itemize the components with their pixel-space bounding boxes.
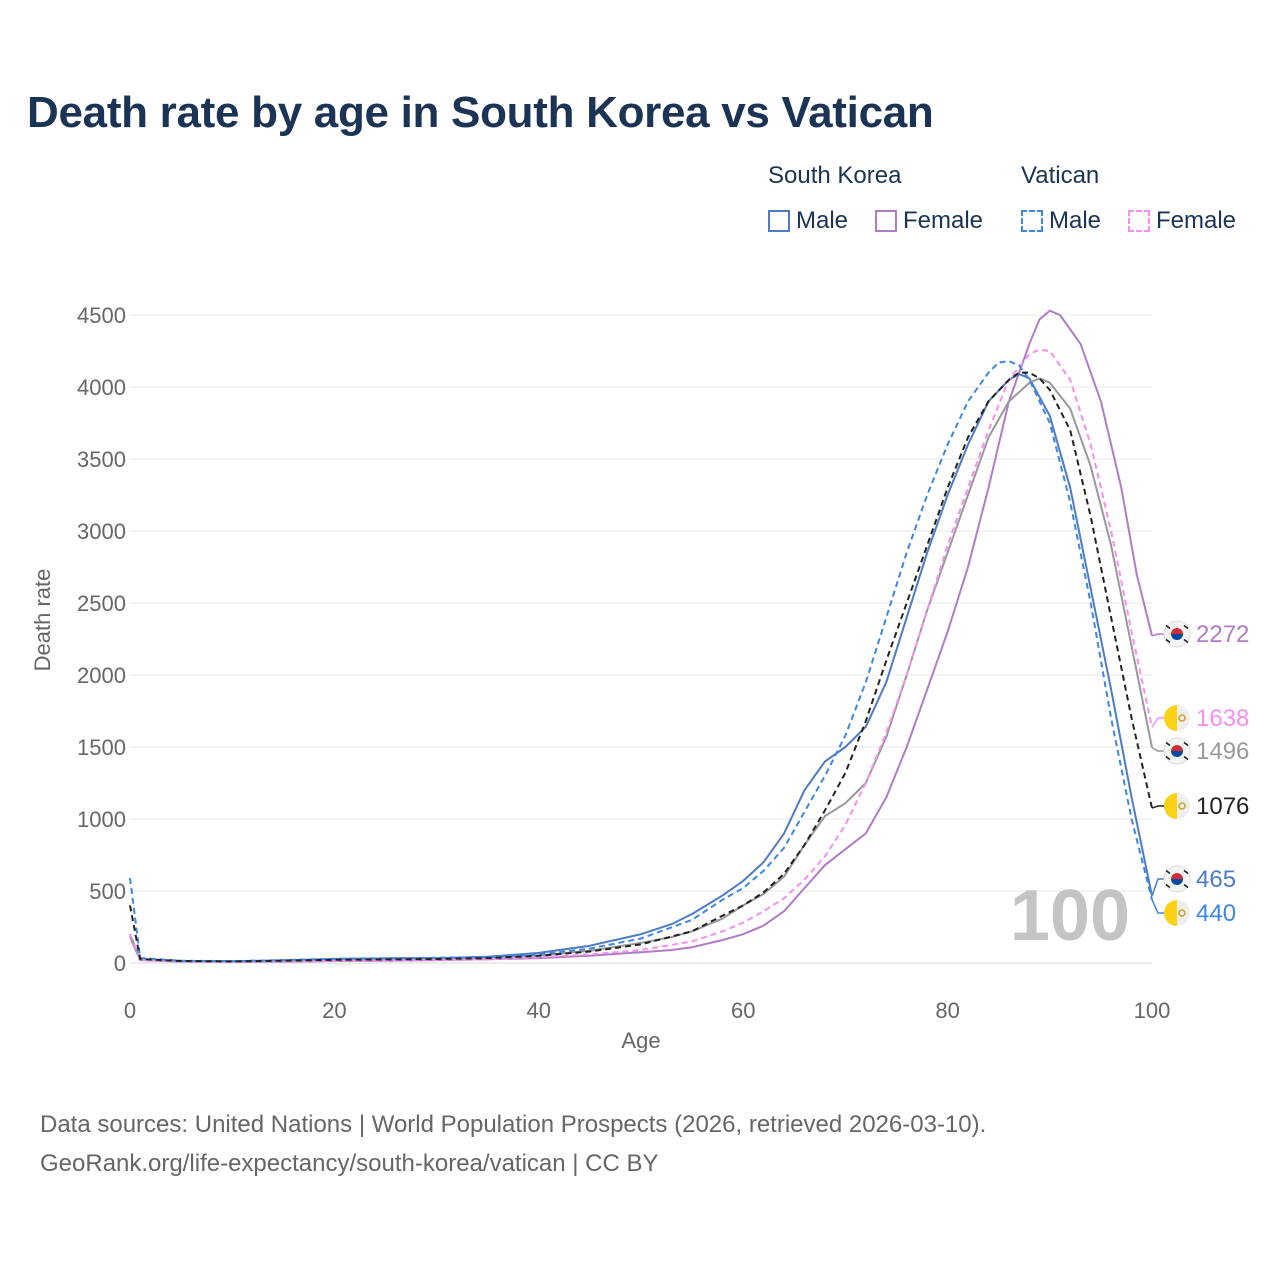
grid: 0 500 1000 1500 2000 2500 3000 3500 4000 4500 0 20 4… [77,303,1170,1023]
legend-label-south-korea-male: Male [796,207,849,234]
vatican-flag-icon [1164,793,1190,819]
end-label-leader [1151,633,1164,637]
x-tick-label: 40 [527,998,551,1023]
legend-swatch-south-korea-male [768,210,790,232]
y-axis-label: Death rate [30,569,55,672]
legend-item-vatican-male[interactable]: Male [1021,206,1101,236]
axes: Age Death rate [30,569,661,1053]
vatican-flag-icon [1164,900,1190,926]
legend-group-vatican: Vatican [1021,162,1100,189]
south-korea-flag-icon [1163,620,1191,648]
legend-label-vatican-male: Male [1049,207,1102,234]
legend-label-south-korea-female: Female [903,207,984,234]
data-source-text: Data sources: United Nations | World Pop… [40,1111,987,1138]
legend-label-vatican-female: Female [1156,207,1237,234]
x-tick-label: 100 [1134,998,1171,1023]
end-label-leader [1151,878,1164,897]
y-tick-label: 2500 [77,591,126,616]
legend-swatch-south-korea-female [875,210,897,232]
series-line-vatican-total [129,371,1153,963]
series-lines [129,309,1153,963]
series-line-south-korea-male [129,373,1153,963]
y-tick-label: 3000 [77,519,126,544]
x-tick-label: 20 [322,998,346,1023]
x-tick-label: 0 [124,998,136,1023]
end-labels: 2272 1638 1496 1076 465 440 [1151,620,1249,927]
source-url-text: GeoRank.org/life-expectancy/south-korea/… [40,1150,659,1177]
series-line-south-korea-female [129,309,1153,963]
end-value-label: 1076 [1196,793,1249,820]
watermark-layer: 100 [1010,876,1130,956]
y-tick-label: 1500 [77,735,126,760]
death-rate-chart: 0 500 1000 1500 2000 2500 3000 3500 4000 4500 0 20 4… [30,303,1249,1053]
y-tick-label: 3500 [77,447,126,472]
legend-item-south-korea-female[interactable]: Female [875,206,983,236]
legend-item-vatican-female[interactable]: Female [1128,206,1236,236]
y-tick-label: 4000 [77,375,126,400]
end-label-leader [1151,746,1164,752]
x-axis-label: Age [621,1028,660,1053]
end-value-label: 440 [1196,900,1236,927]
legend-item-south-korea-male[interactable]: Male [768,206,848,236]
x-tick-label: 60 [731,998,755,1023]
series-line-vatican-female [129,348,1153,963]
legend-swatch-vatican-female [1128,210,1150,232]
footer: Data sources: United Nations | World Pop… [40,1105,986,1183]
series-line-vatican-male [129,360,1153,963]
south-korea-flag-icon [1163,737,1191,765]
south-korea-flag-icon [1163,865,1191,893]
legend-group-south-korea: South Korea [768,162,902,189]
y-tick-label: 1000 [77,807,126,832]
end-label-leader [1151,899,1164,914]
series-line-south-korea-total [129,377,1153,963]
y-tick-label: 2000 [77,663,126,688]
end-value-label: 2272 [1196,621,1249,648]
y-tick-label: 4500 [77,303,126,328]
age-watermark: 100 [1010,876,1130,956]
y-tick-label: 500 [89,879,126,904]
y-tick-label: 0 [114,951,126,976]
end-value-label: 1496 [1196,738,1249,765]
end-label-leader [1151,805,1164,809]
end-value-label: 465 [1196,866,1236,893]
vatican-flag-icon [1164,705,1190,731]
chart-title: Death rate by age in South Korea vs Vati… [27,88,934,137]
x-tick-label: 80 [935,998,959,1023]
legend-swatch-vatican-male [1021,210,1043,232]
end-label-leader [1151,717,1164,728]
end-value-label: 1638 [1196,705,1249,732]
